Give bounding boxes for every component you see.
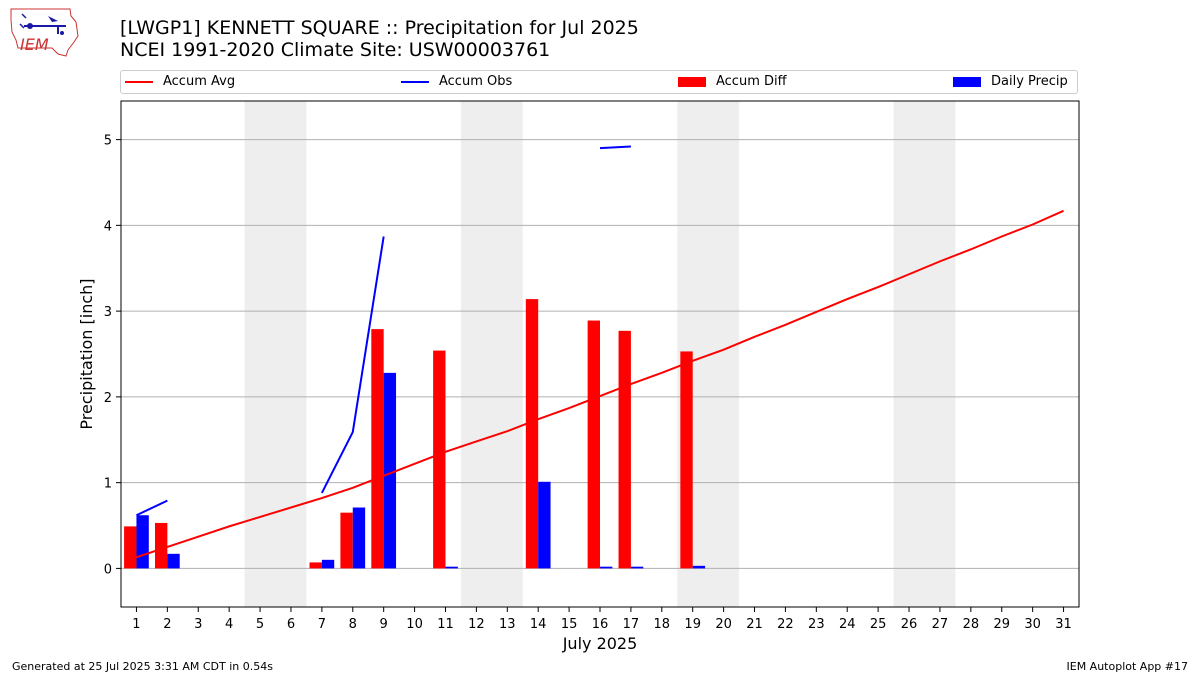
bar-accum-diff-day-17 bbox=[618, 330, 631, 569]
bar-daily-precip-day-9 bbox=[383, 372, 397, 569]
bar-accum-diff-day-19 bbox=[680, 351, 693, 569]
bar-accum-diff-day-16 bbox=[587, 320, 600, 569]
x-tick-label-13: 13 bbox=[499, 617, 516, 632]
legend-item-accum-diff: Accum Diff bbox=[678, 74, 787, 90]
x-tick-label-2: 2 bbox=[163, 617, 171, 632]
bar-accum-diff-day-1 bbox=[124, 526, 137, 569]
line-accum-obs-segment-1 bbox=[136, 499, 168, 517]
iem-logo: IEM bbox=[10, 8, 79, 57]
x-tick-label-17: 17 bbox=[623, 617, 640, 632]
bar-accum-diff-day-14 bbox=[525, 299, 539, 569]
x-tick-label-20: 20 bbox=[715, 617, 732, 632]
x-tick-label-12: 12 bbox=[468, 617, 485, 632]
legend-label-accum-obs: Accum Obs bbox=[439, 74, 513, 89]
bar-daily-precip-day-17 bbox=[630, 566, 644, 569]
y-tick-label-1: 1 bbox=[104, 477, 112, 492]
x-tick-label-18: 18 bbox=[654, 617, 671, 632]
legend: Accum Avg Accum Obs Accum Diff Daily Pre… bbox=[120, 70, 1078, 94]
series-lines bbox=[136, 145, 1064, 559]
bar-accum-diff-day-11 bbox=[433, 350, 446, 569]
x-tick-label-9: 9 bbox=[380, 617, 388, 632]
x-tick-label-27: 27 bbox=[932, 617, 949, 632]
legend-item-daily-precip: Daily Precip bbox=[953, 74, 1068, 90]
x-tick-label-23: 23 bbox=[808, 617, 825, 632]
footer-app-id: IEM Autoplot App #17 bbox=[1066, 660, 1189, 673]
bar-daily-precip-day-8 bbox=[352, 507, 366, 569]
x-tick-label-25: 25 bbox=[870, 617, 887, 632]
y-tick-label-5: 5 bbox=[104, 134, 112, 149]
bar-accum-diff-day-9 bbox=[371, 329, 384, 569]
x-tick-label-1: 1 bbox=[132, 617, 140, 632]
y-axis-label: Precipitation [inch] bbox=[77, 278, 96, 429]
x-tick-label-5: 5 bbox=[256, 617, 264, 632]
y-tick-label-2: 2 bbox=[104, 391, 112, 406]
legend-label-daily-precip: Daily Precip bbox=[991, 74, 1068, 89]
x-tick-label-8: 8 bbox=[349, 617, 357, 632]
x-tick-label-11: 11 bbox=[437, 617, 454, 632]
bar-daily-precip-day-16 bbox=[600, 566, 613, 569]
x-axis-label: July 2025 bbox=[562, 634, 638, 653]
x-tick-label-3: 3 bbox=[194, 617, 202, 632]
bar-daily-precip-day-11 bbox=[445, 566, 458, 569]
y-tick-label-0: 0 bbox=[104, 562, 112, 577]
weekend-shading bbox=[244, 101, 956, 607]
bar-daily-precip-day-2 bbox=[167, 553, 180, 569]
legend-label-accum-diff: Accum Diff bbox=[716, 74, 787, 89]
bar-daily-precip-day-1 bbox=[136, 515, 149, 569]
x-tick-label-21: 21 bbox=[746, 617, 763, 632]
bar-accum-diff-day-7 bbox=[309, 562, 322, 569]
legend-item-accum-obs: Accum Obs bbox=[401, 74, 512, 90]
legend-swatch-accum-diff bbox=[678, 77, 706, 87]
x-tick-label-15: 15 bbox=[561, 617, 578, 632]
legend-swatch-daily-precip bbox=[953, 77, 981, 87]
legend-swatch-accum-obs bbox=[401, 81, 429, 83]
bars bbox=[124, 299, 706, 569]
bar-accum-diff-day-2 bbox=[154, 522, 168, 569]
chart-title: [LWGP1] KENNETT SQUARE :: Precipitation … bbox=[120, 17, 639, 61]
chart-title-line1: [LWGP1] KENNETT SQUARE :: Precipitation … bbox=[120, 17, 639, 39]
line-accum-obs-segment-2 bbox=[320, 236, 385, 494]
x-tick-label-16: 16 bbox=[592, 617, 609, 632]
bar-accum-diff-day-8 bbox=[340, 512, 353, 569]
x-tick-label-14: 14 bbox=[530, 617, 547, 632]
x-tick-label-24: 24 bbox=[839, 617, 856, 632]
legend-label-accum-avg: Accum Avg bbox=[163, 74, 236, 89]
x-tick-label-6: 6 bbox=[287, 617, 295, 632]
x-tick-label-31: 31 bbox=[1055, 617, 1072, 632]
x-tick-label-29: 29 bbox=[993, 617, 1010, 632]
weekend-band-4 bbox=[893, 101, 956, 607]
legend-item-accum-avg: Accum Avg bbox=[125, 74, 235, 90]
y-tick-label-4: 4 bbox=[104, 219, 112, 234]
x-tick-label-10: 10 bbox=[406, 617, 423, 632]
line-accum-avg bbox=[136, 209, 1064, 559]
weekend-band-2 bbox=[460, 101, 523, 607]
x-tick-label-22: 22 bbox=[777, 617, 794, 632]
chart-title-line2: NCEI 1991-2020 Climate Site: USW00003761 bbox=[120, 39, 551, 61]
x-tick-label-30: 30 bbox=[1024, 617, 1041, 632]
legend-swatch-accum-avg bbox=[125, 81, 153, 83]
line-accum-obs-segment-3 bbox=[599, 145, 631, 150]
x-tick-label-19: 19 bbox=[684, 617, 701, 632]
bar-daily-precip-day-7 bbox=[321, 559, 335, 569]
bar-daily-precip-day-14 bbox=[538, 481, 551, 569]
y-tick-label-3: 3 bbox=[104, 305, 112, 320]
logo-text: IEM bbox=[20, 35, 49, 54]
x-tick-label-26: 26 bbox=[901, 617, 918, 632]
x-tick-label-4: 4 bbox=[225, 617, 233, 632]
footer-generated: Generated at 25 Jul 2025 3:31 AM CDT in … bbox=[12, 660, 273, 673]
x-tick-label-7: 7 bbox=[318, 617, 326, 632]
bar-daily-precip-day-19 bbox=[692, 565, 706, 569]
weekend-band-1 bbox=[244, 101, 307, 607]
x-tick-label-28: 28 bbox=[963, 617, 980, 632]
